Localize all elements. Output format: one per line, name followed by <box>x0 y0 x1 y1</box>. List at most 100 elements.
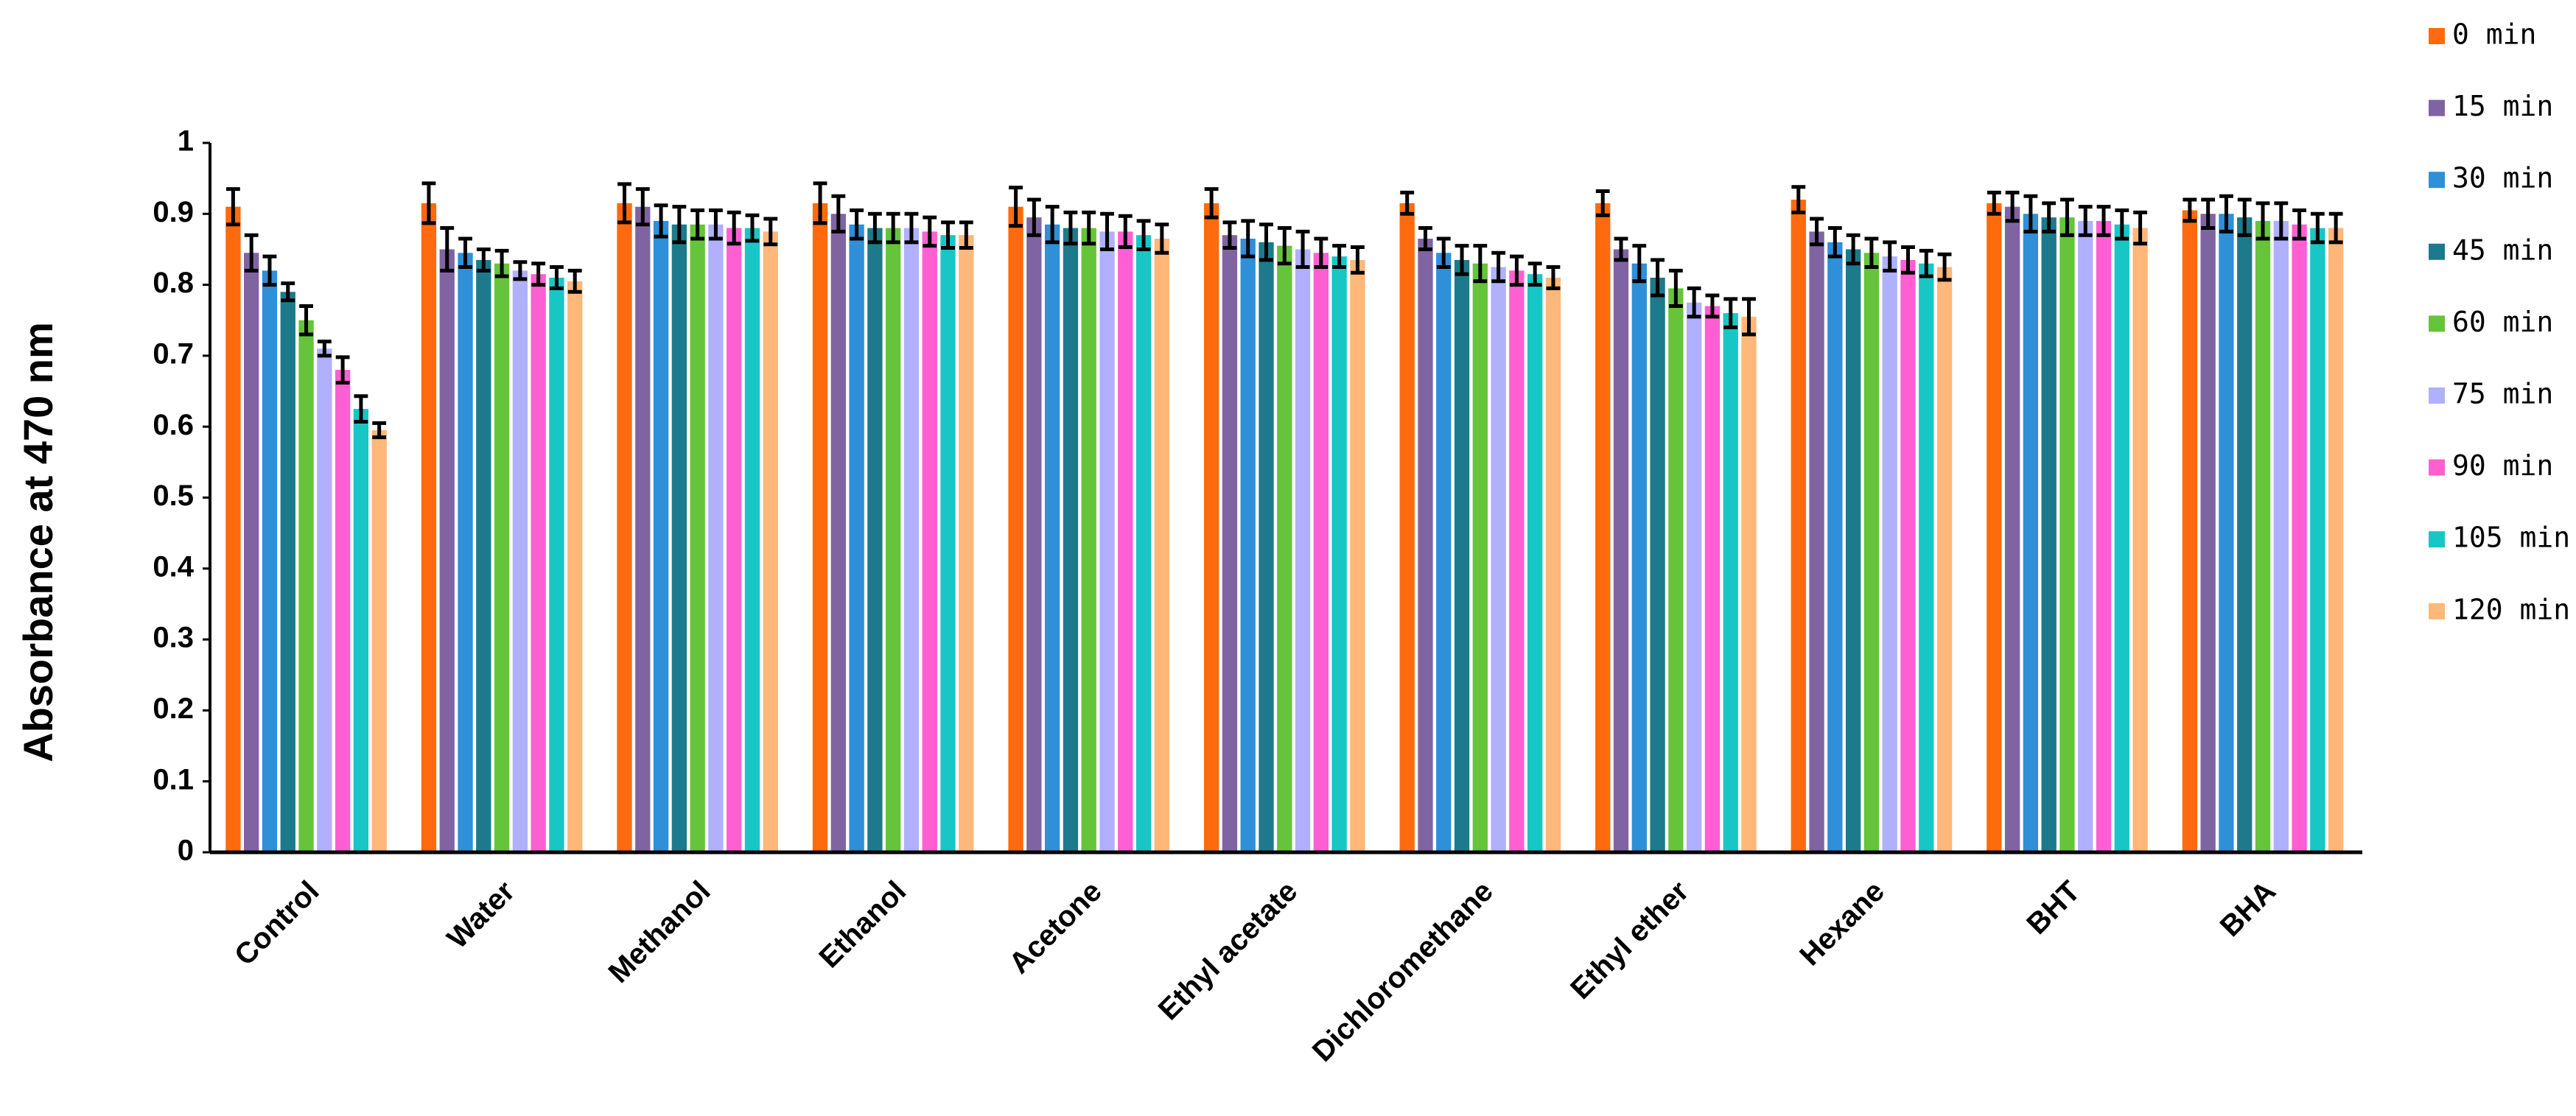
bar <box>1509 270 1525 853</box>
bar <box>1595 203 1611 853</box>
bar <box>1900 259 1916 852</box>
error-bar <box>476 247 491 273</box>
bar <box>1704 306 1721 852</box>
error-bar <box>1614 236 1628 262</box>
error-bar <box>372 421 387 440</box>
error-bar <box>617 182 631 225</box>
bar <box>1454 259 1470 852</box>
error-bar <box>690 208 705 241</box>
bar <box>1545 277 1561 853</box>
error-bar <box>2023 194 2038 234</box>
bar <box>2219 214 2234 852</box>
y-tick-label: 0.8 <box>153 267 194 299</box>
bar <box>2255 220 2271 852</box>
legend-swatch <box>2429 243 2445 260</box>
bar <box>371 430 387 852</box>
y-tick-label: 0.6 <box>153 409 194 441</box>
legend-swatch <box>2429 172 2445 189</box>
bar <box>1809 231 1824 852</box>
bar <box>1331 256 1347 853</box>
error-bar <box>1723 297 1738 329</box>
bar <box>2041 217 2057 852</box>
bar <box>1741 316 1757 852</box>
bar <box>708 224 724 852</box>
error-bar <box>440 226 455 273</box>
error-bar <box>1204 187 1219 220</box>
error-bar <box>1687 286 1701 319</box>
error-bar <box>244 233 259 273</box>
error-bar <box>494 248 509 278</box>
bar <box>635 206 651 852</box>
bar <box>690 224 705 852</box>
error-bar <box>850 208 864 241</box>
error-bar <box>727 210 741 246</box>
error-bar <box>904 211 919 245</box>
bar <box>2328 228 2344 852</box>
error-bar <box>2096 205 2111 237</box>
bar <box>617 203 632 853</box>
error-bar <box>1332 244 1347 270</box>
bar <box>298 320 314 852</box>
bar <box>671 224 687 852</box>
error-bar <box>831 194 846 234</box>
error-bar <box>317 340 332 358</box>
bar <box>744 228 760 852</box>
legend-swatch <box>2429 315 2445 332</box>
bar <box>2059 217 2075 852</box>
error-bar <box>745 213 760 243</box>
bar <box>1399 203 1415 853</box>
error-bar <box>2328 211 2343 245</box>
legend-label: 105 min <box>2452 522 2570 554</box>
y-tick-label: 1 <box>178 125 194 158</box>
error-bar <box>708 208 723 241</box>
bar <box>2200 214 2216 852</box>
error-bar <box>1491 250 1506 284</box>
error-bar <box>1045 205 1060 245</box>
bar <box>1723 313 1738 852</box>
bar <box>476 259 491 852</box>
bar <box>1527 274 1543 852</box>
bar <box>1919 263 1934 853</box>
error-bar <box>1651 258 1665 298</box>
x-tick-label: Ethanol <box>813 875 912 975</box>
bar <box>1099 231 1115 852</box>
error-bar <box>2292 208 2306 241</box>
bar <box>867 228 883 852</box>
x-tick-label: Hexane <box>1793 875 1891 972</box>
bar <box>1650 277 1665 853</box>
bar <box>512 270 528 853</box>
error-bar <box>1632 244 1647 284</box>
bar <box>280 292 295 853</box>
error-bar <box>1400 190 1415 216</box>
bar <box>1026 217 1042 852</box>
bar <box>763 231 778 852</box>
bar <box>1936 267 1953 852</box>
bar <box>1613 249 1629 852</box>
bar <box>1044 224 1060 852</box>
x-tick-label: Control <box>228 875 326 972</box>
bar <box>1118 231 1133 852</box>
bar <box>494 263 510 853</box>
bar <box>2292 224 2307 852</box>
error-bar <box>2310 211 2325 245</box>
y-tick-label: 0.7 <box>153 337 194 370</box>
y-tick-label: 0.3 <box>153 622 194 654</box>
bar <box>335 370 351 852</box>
bar <box>1791 200 1806 852</box>
error-bar <box>2005 190 2020 223</box>
error-bar <box>1082 210 1096 246</box>
bar <box>458 253 473 852</box>
error-bar <box>1810 217 1824 247</box>
bar <box>1313 253 1329 852</box>
bar <box>1259 242 1274 852</box>
error-bar <box>2042 201 2057 234</box>
bar <box>727 228 742 852</box>
error-bar <box>421 181 436 225</box>
bar <box>1668 288 1684 852</box>
bar <box>653 220 669 852</box>
error-bar <box>513 260 528 281</box>
error-bar <box>1901 245 1915 275</box>
y-tick-label: 0.1 <box>153 763 194 796</box>
bar <box>1436 253 1452 852</box>
